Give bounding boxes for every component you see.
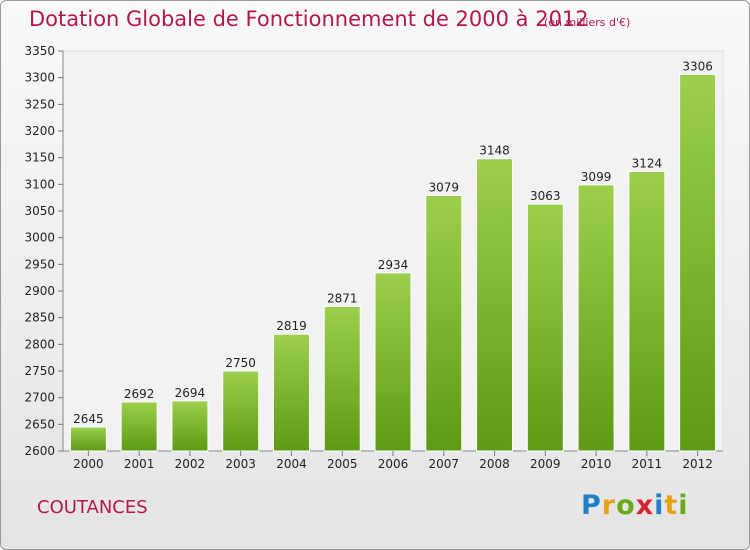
x-tick-label: 2010 xyxy=(581,457,612,471)
y-tick-label: 2900 xyxy=(24,284,55,298)
bar xyxy=(679,73,717,452)
x-tick-label: 2003 xyxy=(225,457,256,471)
logo-letter: i xyxy=(678,490,689,521)
bar-value-label: 2645 xyxy=(73,412,104,426)
y-tick-label: 3250 xyxy=(24,97,55,111)
bar xyxy=(120,401,158,452)
bar-value-label: 3099 xyxy=(581,170,612,184)
logo-letter: r xyxy=(601,490,617,521)
y-tick-label: 3100 xyxy=(24,177,55,191)
logo-letter: i xyxy=(654,490,665,521)
y-tick-label: 2600 xyxy=(24,444,55,458)
y-tick-label: 2950 xyxy=(24,257,55,271)
y-tick-label: 2700 xyxy=(24,391,55,405)
y-tick-label: 3350 xyxy=(24,44,55,58)
x-tick-label: 2009 xyxy=(530,457,561,471)
x-tick-label: 2001 xyxy=(124,457,155,471)
bar-value-label: 2694 xyxy=(175,386,206,400)
bar-value-label: 2750 xyxy=(225,356,256,370)
x-tick-label: 2012 xyxy=(682,457,713,471)
bar-value-label: 3124 xyxy=(632,157,663,171)
bar xyxy=(374,272,412,452)
bar-value-label: 3063 xyxy=(530,189,561,203)
logo-letter: t xyxy=(664,490,679,521)
y-tick-label: 3150 xyxy=(24,151,55,165)
bar xyxy=(69,426,107,452)
bar xyxy=(577,184,615,452)
x-tick-label: 2006 xyxy=(378,457,409,471)
bar xyxy=(476,158,514,452)
y-tick-label: 2650 xyxy=(24,417,55,431)
x-tick-label: 2005 xyxy=(327,457,358,471)
bar xyxy=(272,333,310,452)
x-tick-label: 2007 xyxy=(428,457,459,471)
y-tick-label: 2800 xyxy=(24,337,55,351)
chart-title: Dotation Globale de Fonctionnement de 20… xyxy=(29,7,589,31)
y-tick-label: 3200 xyxy=(24,124,55,138)
y-tick-label: 2850 xyxy=(24,311,55,325)
bar xyxy=(526,203,564,452)
y-tick-label: 2750 xyxy=(24,364,55,378)
x-tick-label: 2011 xyxy=(632,457,663,471)
x-tick-label: 2002 xyxy=(175,457,206,471)
bar xyxy=(323,305,361,452)
y-tick-label: 3050 xyxy=(24,204,55,218)
logo-letter: P xyxy=(581,490,602,521)
bar-value-label: 2934 xyxy=(378,258,409,272)
x-tick-label: 2000 xyxy=(73,457,104,471)
bar-value-label: 3079 xyxy=(428,181,459,195)
bar xyxy=(171,400,209,452)
proxiti-logo[interactable]: Proxiti xyxy=(581,490,689,521)
bar xyxy=(628,171,666,452)
bar-value-label: 2692 xyxy=(124,387,155,401)
bar xyxy=(222,370,260,452)
bar-value-label: 2819 xyxy=(276,319,307,333)
bar-value-label: 3306 xyxy=(682,59,713,73)
commune-name: COUTANCES xyxy=(37,497,148,518)
logo-letter: x xyxy=(635,490,655,521)
bar xyxy=(425,195,463,452)
chart-subtitle: (en milliers d'€) xyxy=(544,16,631,29)
y-tick-label: 3000 xyxy=(24,231,55,245)
y-tick-label: 3300 xyxy=(24,71,55,85)
x-tick-label: 2008 xyxy=(479,457,510,471)
x-tick-label: 2004 xyxy=(276,457,307,471)
bar-value-label: 3148 xyxy=(479,144,510,158)
bar-value-label: 2871 xyxy=(327,291,358,305)
logo-letter: o xyxy=(616,490,636,521)
